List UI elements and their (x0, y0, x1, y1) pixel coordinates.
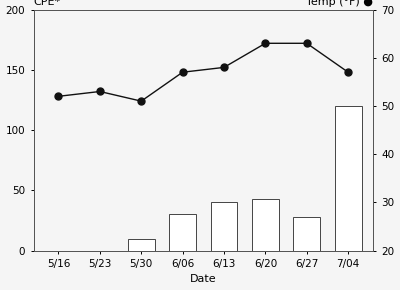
Bar (335, 106, 362, 251)
Text: Temp (°F) ●: Temp (°F) ● (306, 0, 373, 7)
Bar (128, 238, 155, 251)
X-axis label: Date: Date (190, 274, 217, 284)
Text: CPE*: CPE* (34, 0, 61, 7)
Bar (210, 202, 238, 251)
Bar (293, 217, 320, 251)
Bar (169, 214, 196, 251)
Bar (252, 199, 279, 251)
